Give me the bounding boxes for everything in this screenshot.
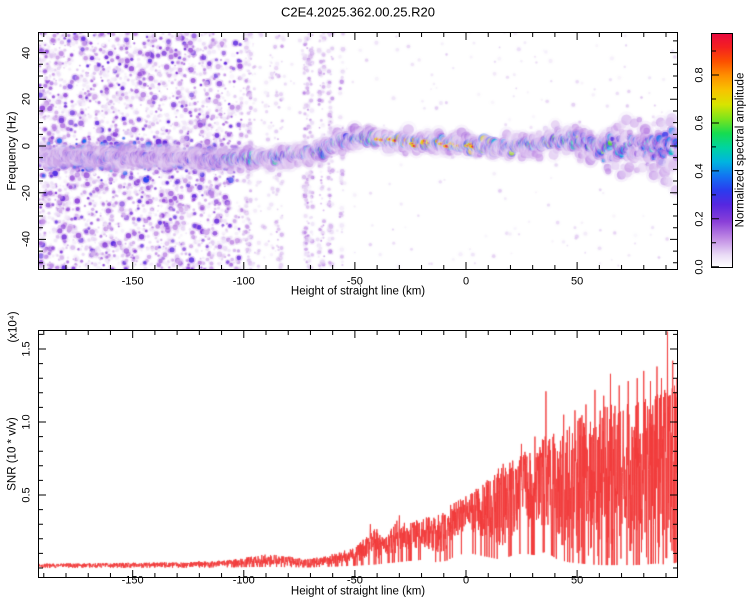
snr-y-tick-label: 1.5 [20, 341, 33, 357]
spectrogram-xaxis-label: Height of straight line (km) [290, 285, 426, 298]
colorbar-gradient [711, 33, 733, 268]
snr-canvas [38, 330, 678, 578]
snr-x-tick-label: -100 [232, 574, 255, 587]
snr-yaxis-scale-note: (x10⁴) [7, 311, 20, 343]
snr-y-tick-label: 1.0 [20, 414, 33, 430]
spectrogram-y-tick-label: -40 [20, 231, 33, 248]
spectrogram-x-tick-label: 0 [462, 275, 470, 288]
snr-x-tick-label: -150 [121, 574, 144, 587]
spectrogram-x-tick-label: -150 [121, 275, 144, 288]
snr-y-tick-label: 0.5 [20, 487, 33, 503]
colorbar-tick-label: 0.6 [693, 115, 706, 131]
colorbar-tick-label: 0.2 [693, 211, 706, 227]
spectrogram-y-tick-label: 40 [20, 46, 33, 59]
spectrogram-y-tick-label: 0 [20, 142, 33, 150]
spectrogram-y-tick-label: 20 [20, 93, 33, 106]
colorbar-tick-label: 0.8 [693, 67, 706, 83]
snr-x-tick-label: 50 [570, 574, 584, 587]
spectrogram-x-tick-label: -100 [232, 275, 255, 288]
figure-title: C2E4.2025.362.00.25.R20 [281, 4, 435, 20]
colorbar-tick-label: 0.4 [693, 163, 706, 179]
spectrogram-y-tick-label: -20 [20, 184, 33, 201]
colorbar-label: Normalized spectral amplitude [734, 72, 747, 228]
snr-xaxis-label: Height of straight line (km) [290, 585, 426, 598]
spectrogram-x-tick-label: -50 [346, 275, 363, 288]
snr-x-tick-label: -50 [346, 574, 363, 587]
spectrogram-x-tick-label: 50 [570, 275, 584, 288]
snr-x-tick-label: 0 [462, 574, 470, 587]
spectrogram-canvas [38, 32, 678, 270]
snr-yaxis-label: SNR (10 * v/v) [6, 417, 19, 491]
spectrogram-yaxis-label: Frequency (Hz) [6, 111, 19, 191]
colorbar-tick-label: 0.0 [693, 259, 706, 275]
